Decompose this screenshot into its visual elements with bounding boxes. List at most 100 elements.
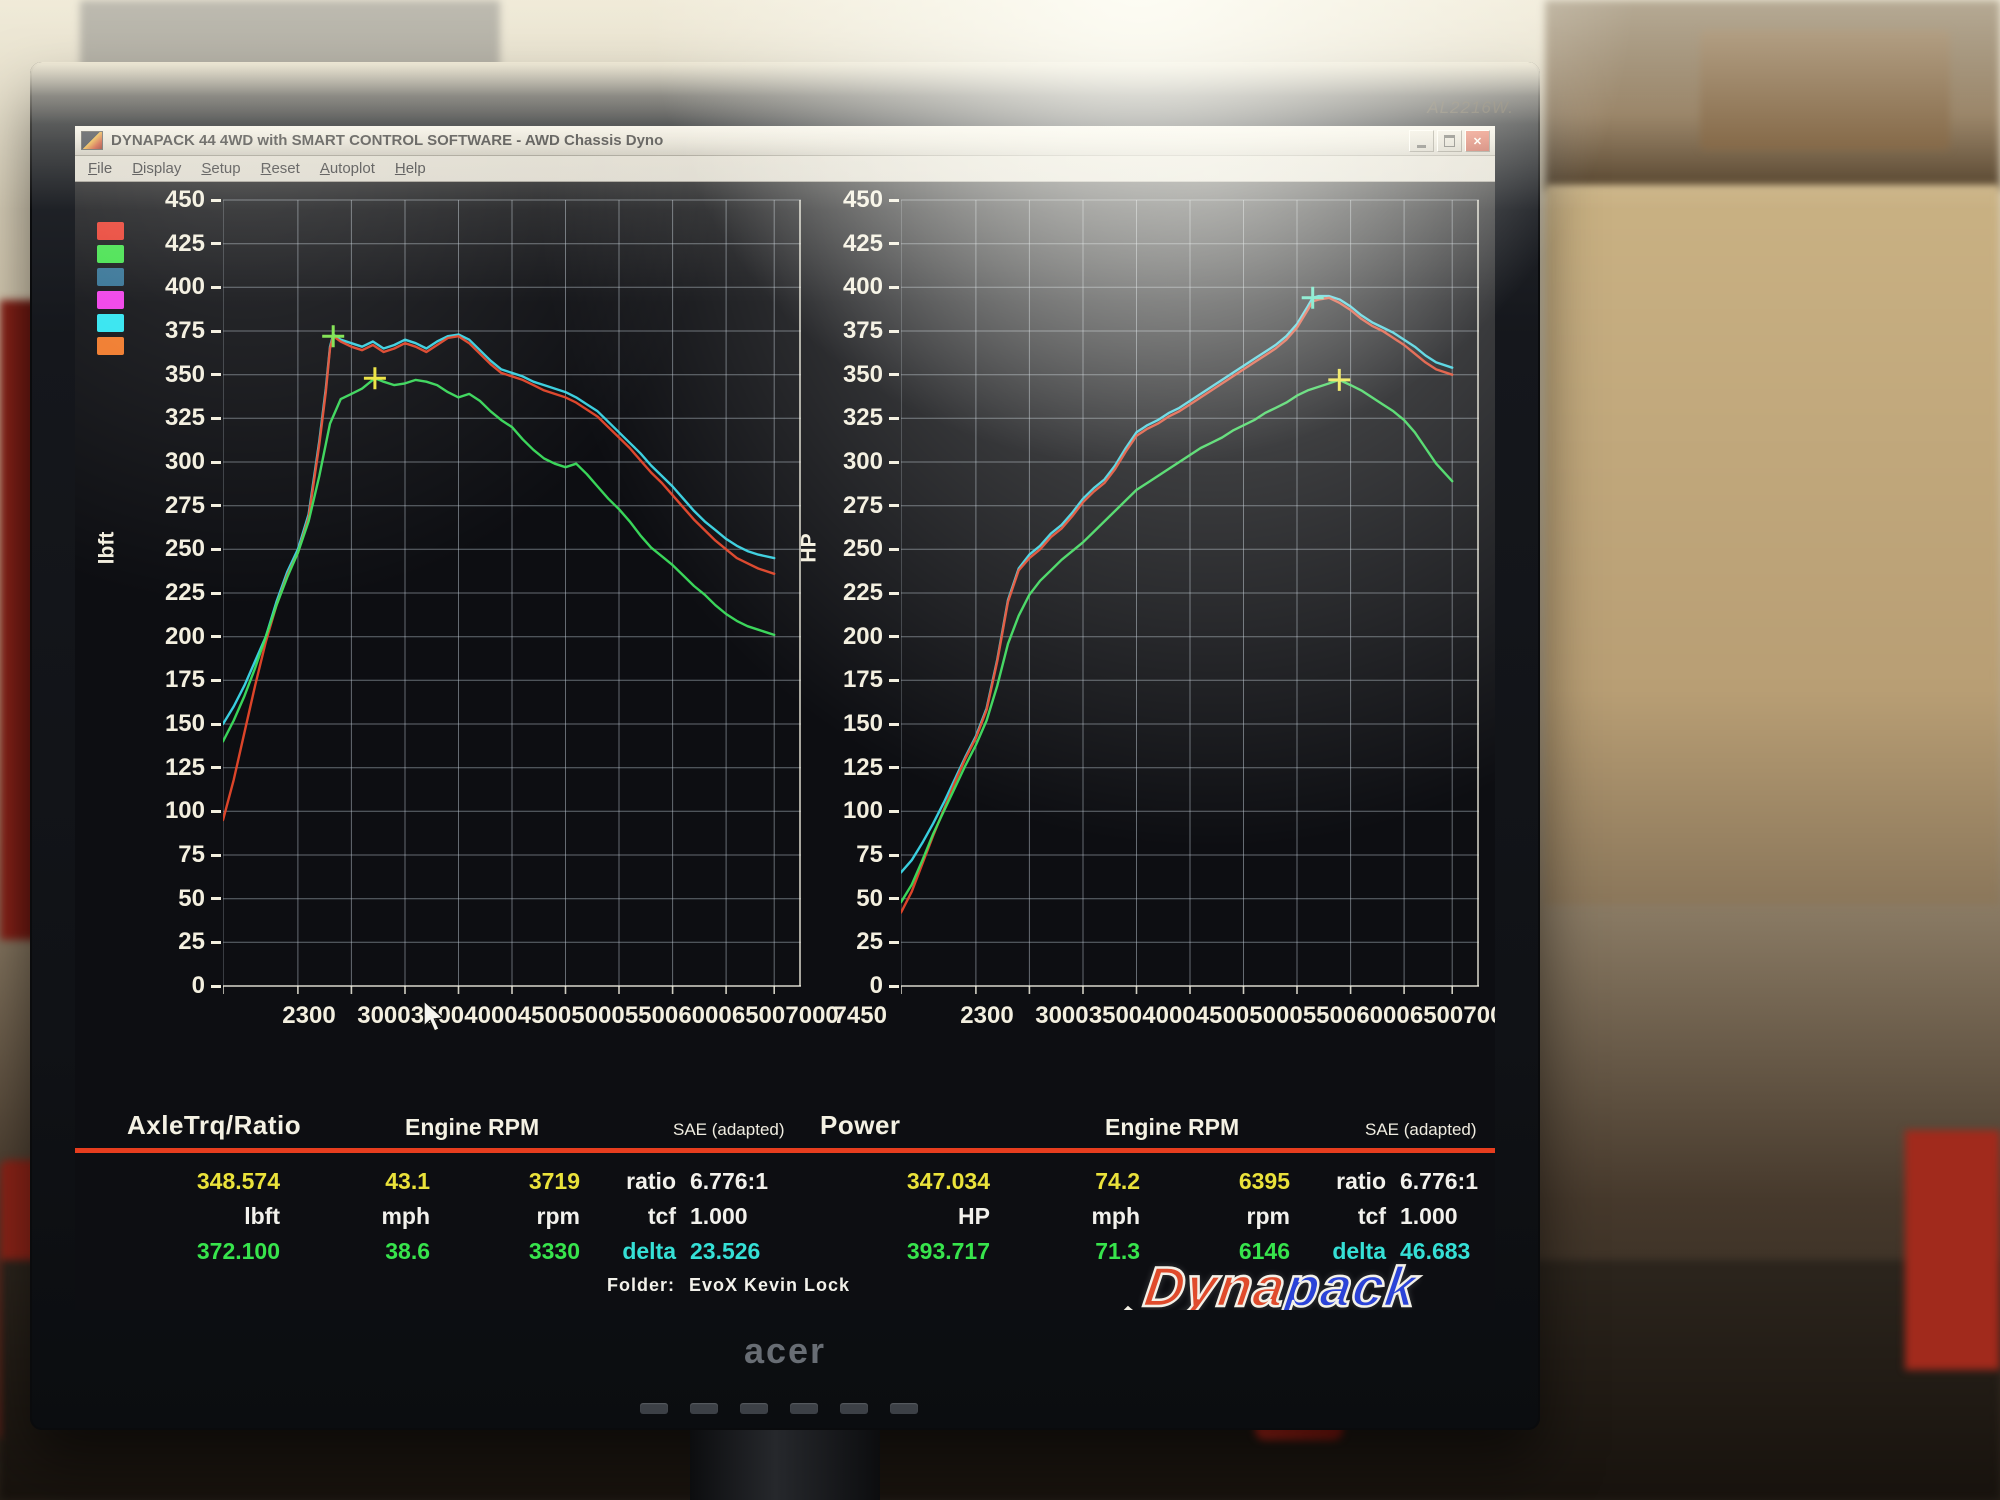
speed-value-run2: 38.6 [385,1238,430,1264]
menu-item-setup[interactable]: Setup [201,160,241,177]
torque-value: 348.574 [196,1168,280,1194]
speed-unit: mph [381,1203,430,1229]
legend-swatch-5 [97,337,124,355]
x-tick-label: 5000 [571,1002,625,1029]
menu-item-autoplot[interactable]: Autoplot [319,160,375,177]
x-tick-label: 4500 [517,1002,572,1029]
torque-panel-title: AxleTrq/Ratio [127,1110,302,1140]
osd-button[interactable] [790,1403,818,1414]
logo-swoosh [1123,1305,1495,1310]
ratio-value: 6.776:1 [1400,1168,1479,1194]
rpm-value-run2: 3330 [528,1238,580,1264]
rpm-unit: rpm [536,1203,580,1229]
delta-value: 23.526 [690,1238,761,1264]
menu-bar: File Display Setup Reset Autoplot Help [75,156,1495,182]
window-titlebar[interactable]: DYNAPACK 44 4WD with SMART CONTROL SOFTW… [75,126,1495,156]
y-tick-label: 75 [856,841,899,869]
tcf-label: tcf [647,1203,676,1229]
y-tick-label: 425 [843,230,899,258]
power-unit: HP [958,1203,990,1229]
y-tick-label: 175 [843,666,899,694]
osd-button[interactable] [840,1403,868,1414]
x-tick-label: 3500 [1088,1002,1143,1029]
y-tick-label: 425 [165,230,221,258]
minimize-button[interactable] [1409,130,1434,152]
y-tick-label: 375 [843,317,899,345]
rpm-value: 3719 [528,1168,580,1194]
ratio-value: 6.776:1 [690,1168,769,1194]
x-tick-label: 4000 [464,1002,518,1029]
power-x-axis-title: Engine RPM [1105,1114,1240,1140]
y-tick-label: 100 [165,797,221,825]
y-tick-label: 225 [843,579,899,607]
chart-client-area: lbft 450 425 400 375 350 325 300 275 250 225 200 17… [75,182,1495,1310]
y-tick-label: 225 [165,579,221,607]
peak-marker [1301,286,1324,309]
readout-row: 348.574 43.1 3719 ratio 6.776:1 [75,1164,785,1199]
y-tick-label: 275 [843,492,899,520]
osd-button[interactable] [890,1403,918,1414]
tan-wall-right [1545,185,2000,905]
red-divider-line [75,1148,1495,1153]
menu-item-help[interactable]: Help [394,160,426,177]
x-tick-label: 6000 [1356,1002,1410,1029]
bezel-glare [30,62,1540,124]
restore-icon [1444,135,1455,147]
legend-swatch-0 [97,222,124,240]
x-tick-label: 6500 [731,1002,786,1029]
menu-item-display[interactable]: Display [132,160,182,177]
window-title: DYNAPACK 44 4WD with SMART CONTROL SOFTW… [111,132,664,149]
y-tick-label: 325 [843,404,899,432]
y-tick-label: 325 [165,404,221,432]
legend-swatch-4 [97,314,124,332]
torque-y-axis: 450 425 400 375 350 325 300 275 250 225 200 175 150 1… [137,186,223,1002]
y-tick-label: 250 [165,535,221,563]
y-tick-label: 450 [165,186,221,214]
osd-button[interactable] [740,1403,768,1414]
osd-button[interactable] [690,1403,718,1414]
x-tick-label: 4000 [1142,1002,1196,1029]
readout-row: 372.100 38.6 3330 delta 23.526 [75,1234,785,1269]
power-sae-note: SAE (adapted) [1365,1120,1477,1139]
y-tick-label: 25 [856,928,899,956]
window-controls: ✕ [1409,130,1490,152]
speed-value-run2: 71.3 [1095,1238,1140,1264]
power-value-run2: 393.717 [906,1238,990,1264]
ratio-label: ratio [1336,1168,1386,1194]
peak-marker [1328,368,1351,391]
menu-item-file[interactable]: File [88,160,113,177]
close-icon: ✕ [1472,135,1483,148]
x-tick-label: 5000 [1249,1002,1303,1029]
y-tick-label: 200 [843,623,899,651]
tcf-label: tcf [1357,1203,1386,1229]
y-tick-label: 450 [843,186,899,214]
power-plot [901,199,1479,994]
power-value: 347.034 [906,1168,990,1194]
y-tick-label: 250 [843,535,899,563]
y-tick-label: 400 [165,273,221,301]
curve-trace-red [901,296,1454,914]
y-tick-label: 300 [843,448,899,476]
y-tick-label: 75 [178,841,221,869]
power-y-axis: 450 425 400 375 350 325 300 275 250 225 200 175 150 1… [815,186,901,1002]
menu-item-reset[interactable]: Reset [260,160,300,177]
torque-unit: lbft [244,1203,280,1229]
y-tick-label: 125 [165,754,221,782]
y-tick-label: 300 [165,448,221,476]
curve-trace-red [223,334,776,822]
torque-y-unit-label: lbft [95,531,119,565]
screen: DYNAPACK 44 4WD with SMART CONTROL SOFTW… [75,126,1495,1310]
y-tick-label: 375 [165,317,221,345]
delta-label: delta [622,1238,676,1264]
speed-value: 74.2 [1095,1168,1140,1194]
monitor-osd-buttons [640,1403,918,1414]
close-button[interactable]: ✕ [1465,130,1490,152]
y-tick-label: 0 [192,972,221,1000]
y-tick-label: 200 [165,623,221,651]
folder-value: EvoX Kevin Lock [689,1275,851,1295]
y-tick-label: 400 [843,273,899,301]
restore-button[interactable] [1437,130,1462,152]
osd-button[interactable] [640,1403,668,1414]
y-tick-label: 25 [178,928,221,956]
legend-swatch-3 [97,291,124,309]
